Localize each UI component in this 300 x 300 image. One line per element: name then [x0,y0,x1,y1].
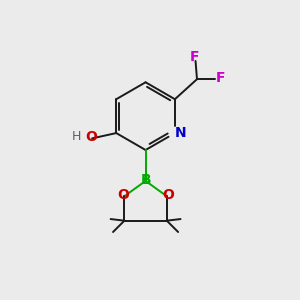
Text: O: O [85,130,97,145]
Text: N: N [174,126,186,140]
Text: O: O [162,188,174,202]
Text: F: F [216,71,225,85]
Text: H: H [72,130,82,143]
Text: B: B [140,173,151,187]
Text: O: O [117,188,129,202]
Text: F: F [189,50,199,64]
